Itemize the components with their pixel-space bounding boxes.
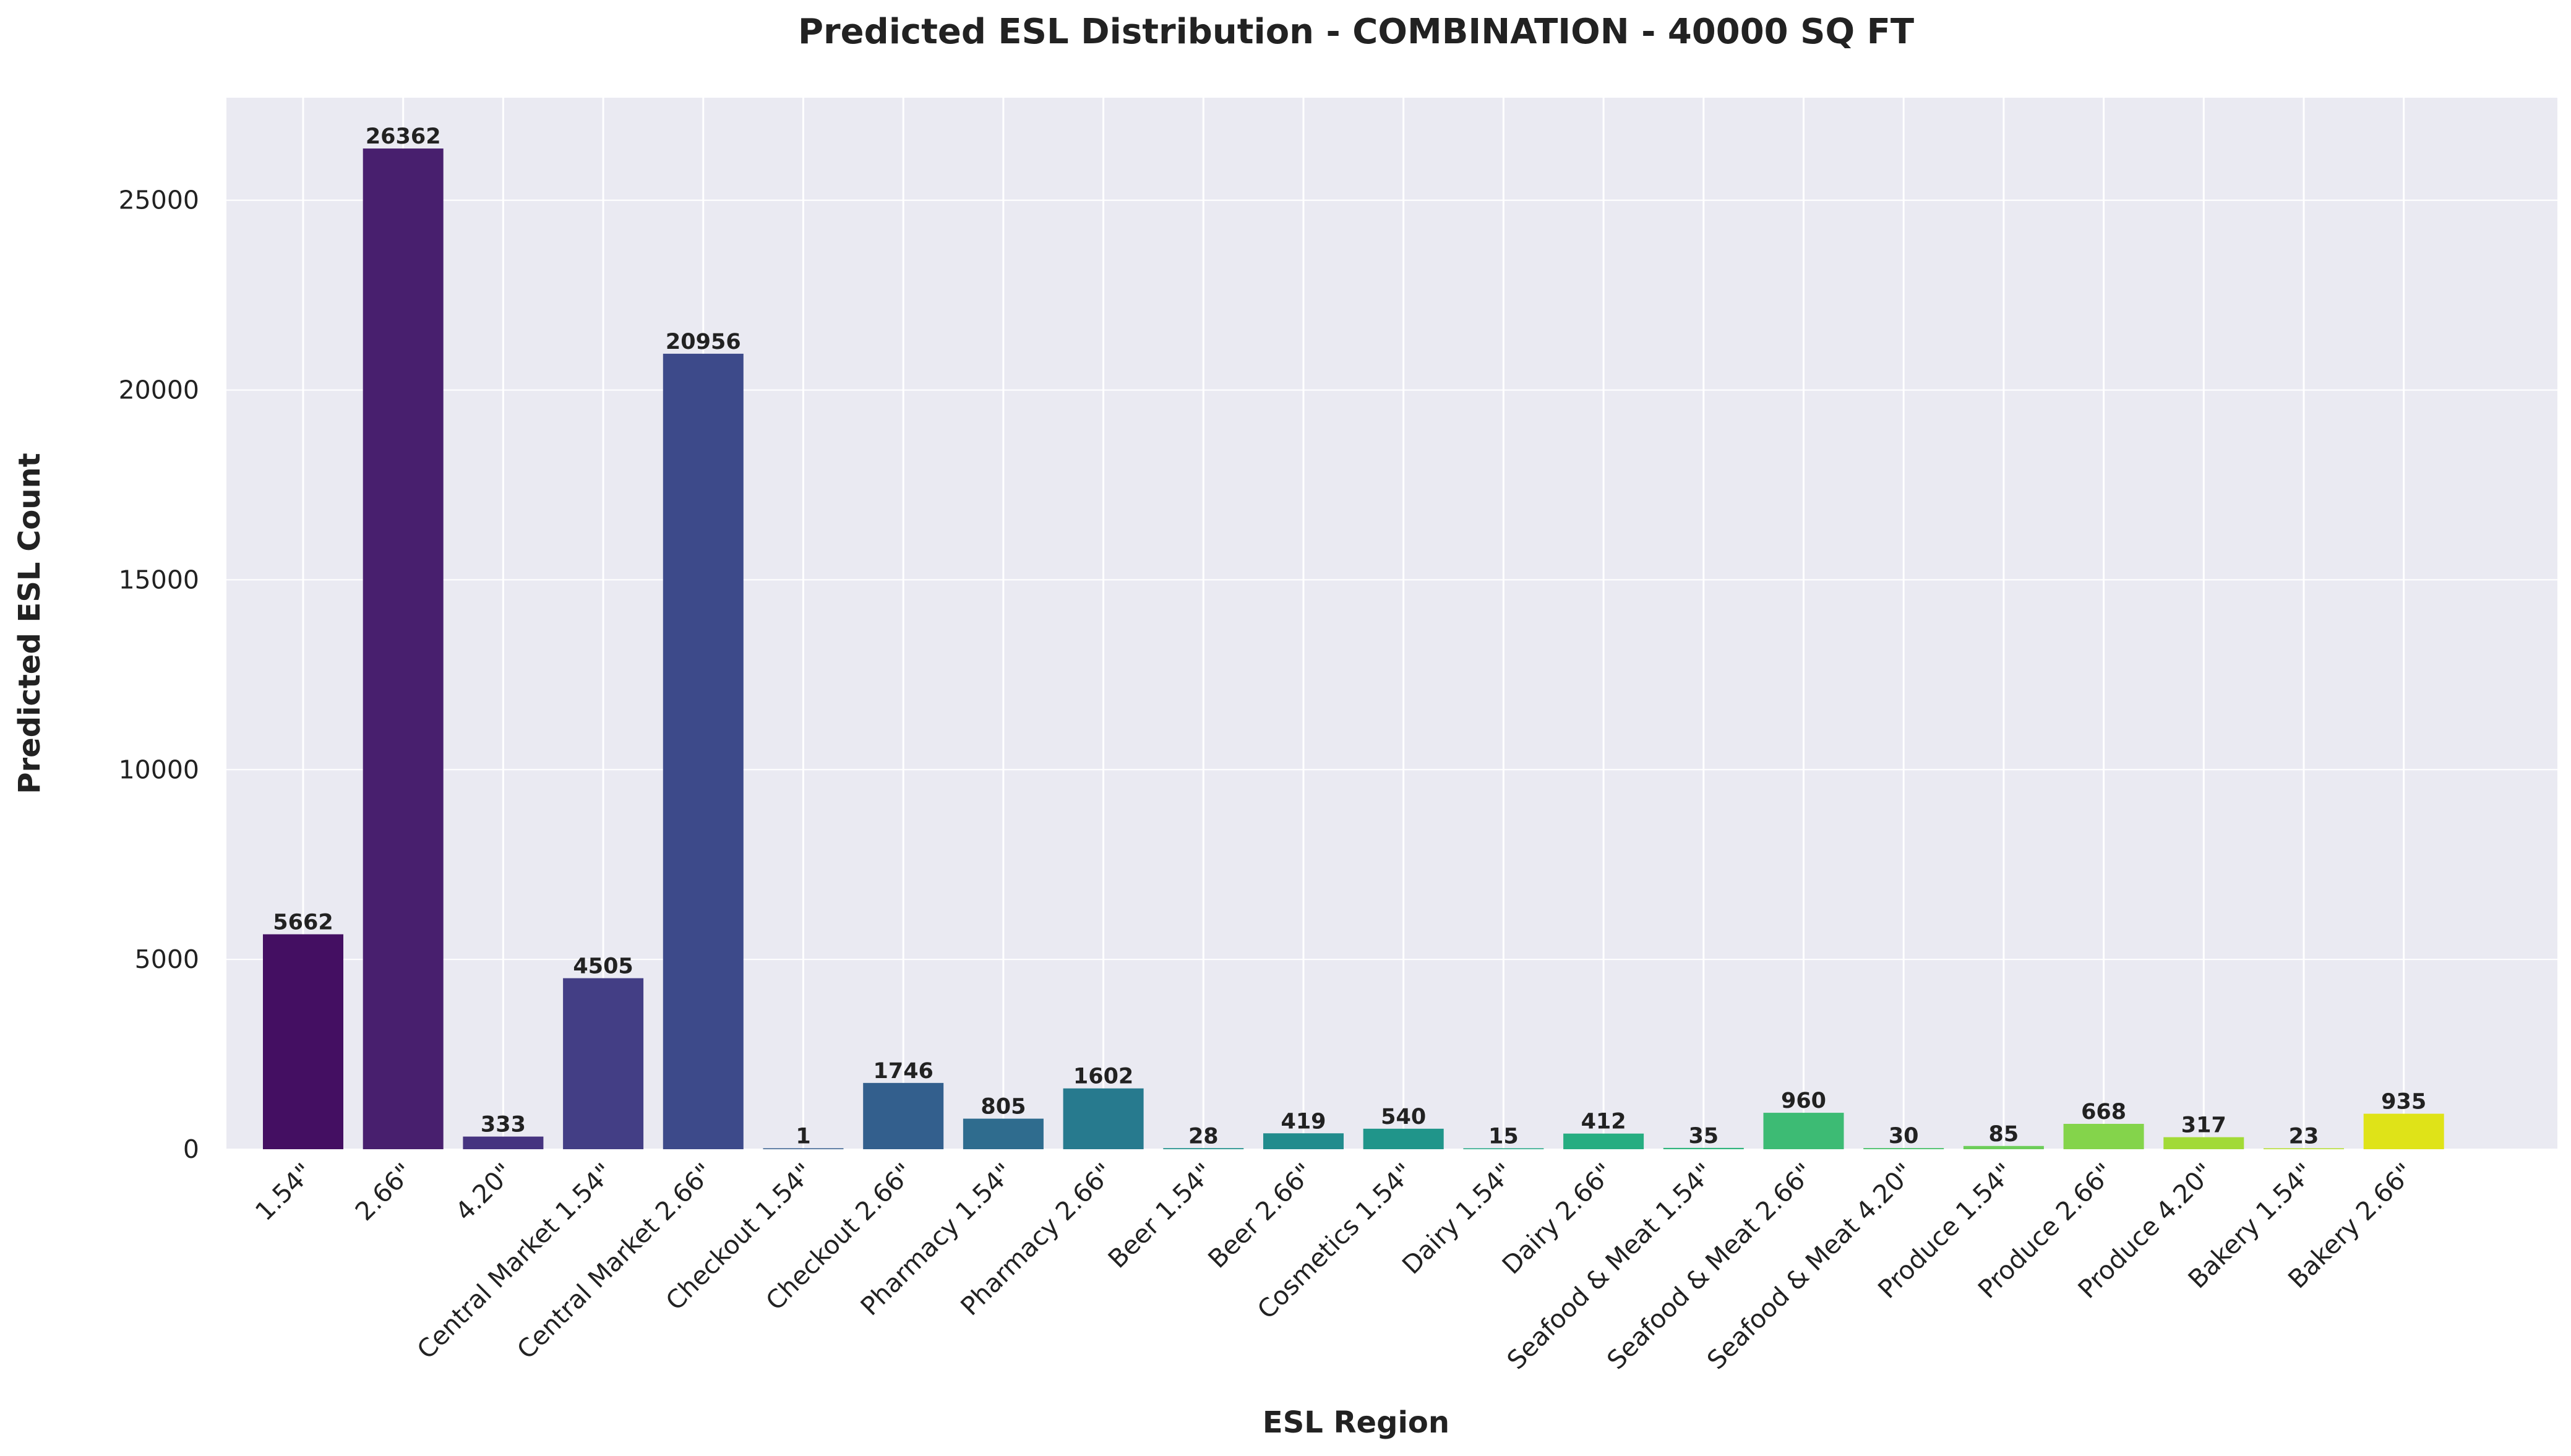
bar bbox=[1363, 1128, 1444, 1149]
bar bbox=[1963, 1146, 2044, 1149]
plot-area bbox=[226, 98, 2557, 1149]
bar bbox=[2163, 1137, 2244, 1149]
bar bbox=[1863, 1148, 1944, 1149]
x-axis-label: ESL Region bbox=[1263, 1405, 1449, 1440]
bar bbox=[263, 934, 343, 1149]
bar bbox=[2363, 1113, 2444, 1149]
bar-value-label: 317 bbox=[2181, 1113, 2226, 1138]
bar-value-label: 20956 bbox=[666, 330, 741, 354]
bar bbox=[1263, 1133, 1344, 1149]
bar bbox=[563, 978, 644, 1149]
bar-value-label: 333 bbox=[481, 1113, 526, 1137]
bar-value-label: 960 bbox=[1781, 1089, 1826, 1113]
bar-value-label: 4505 bbox=[573, 954, 633, 979]
bar-value-label: 15 bbox=[1488, 1124, 1519, 1149]
bar bbox=[663, 353, 744, 1149]
bar-value-label: 23 bbox=[2289, 1124, 2319, 1149]
bar-value-label: 540 bbox=[1381, 1105, 1426, 1129]
bar bbox=[763, 1148, 844, 1149]
y-axis-label: Predicted ESL Count bbox=[12, 453, 47, 794]
chart-title: Predicted ESL Distribution - COMBINATION… bbox=[798, 12, 1914, 52]
bar-value-label: 805 bbox=[981, 1095, 1026, 1120]
data-labels: 5662 26362 333 4505 20956 1 1746 805 1602 28 419 54… bbox=[273, 124, 2426, 1149]
bar bbox=[863, 1082, 944, 1149]
bar-value-label: 30 bbox=[1889, 1124, 1919, 1149]
bar-value-label: 5662 bbox=[273, 910, 333, 935]
bar bbox=[2063, 1124, 2144, 1149]
bar-value-label: 419 bbox=[1281, 1109, 1326, 1134]
bar bbox=[1063, 1088, 1144, 1149]
bar-value-label: 35 bbox=[1688, 1124, 1719, 1149]
bar bbox=[1663, 1147, 1744, 1149]
bar-value-label: 935 bbox=[2381, 1090, 2426, 1115]
bar bbox=[2264, 1148, 2344, 1149]
bar bbox=[1163, 1148, 1244, 1149]
bar-value-label: 28 bbox=[1188, 1124, 1219, 1149]
bar-value-label: 1 bbox=[796, 1124, 810, 1149]
y-tick-label: 15000 bbox=[119, 565, 199, 594]
bar-value-label: 26362 bbox=[366, 124, 441, 149]
y-tick-label: 10000 bbox=[119, 755, 199, 784]
y-tick-label: 5000 bbox=[135, 944, 199, 974]
bar bbox=[1563, 1133, 1644, 1149]
bar-value-label: 85 bbox=[1989, 1122, 2019, 1147]
y-axis-ticks: 0 5000 10000 15000 20000 25000 bbox=[119, 186, 199, 1164]
y-tick-label: 20000 bbox=[119, 375, 199, 405]
bar-value-label: 412 bbox=[1581, 1110, 1626, 1134]
bars bbox=[263, 148, 2444, 1150]
bar bbox=[963, 1118, 1044, 1149]
bar bbox=[463, 1136, 544, 1149]
bar-value-label: 668 bbox=[2081, 1100, 2126, 1124]
y-tick-label: 25000 bbox=[119, 186, 199, 215]
y-tick-label: 0 bbox=[183, 1134, 199, 1164]
bar-value-label: 1602 bbox=[1073, 1064, 1133, 1089]
bar bbox=[1763, 1113, 1844, 1149]
bar bbox=[1463, 1148, 1544, 1149]
bar-value-label: 1746 bbox=[873, 1059, 933, 1084]
bar bbox=[363, 148, 444, 1150]
